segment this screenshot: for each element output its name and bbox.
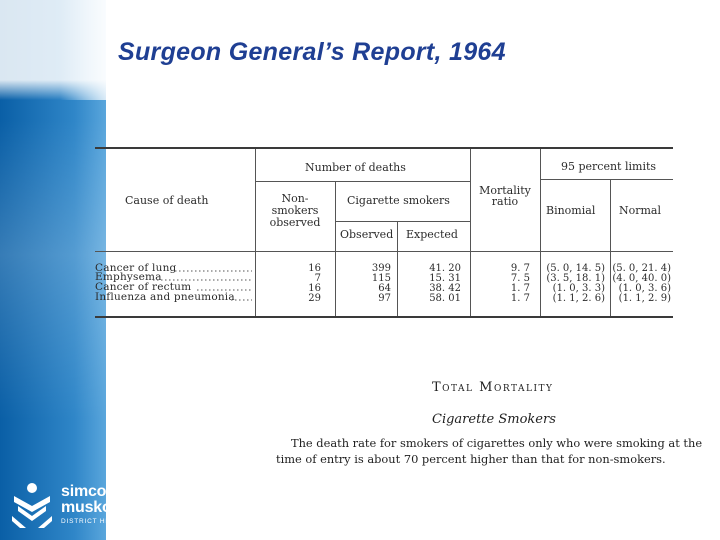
header-observed: Observed xyxy=(340,228,394,241)
band-highlight xyxy=(0,120,106,420)
excerpt-line-2: time of entry is about 70 percent higher… xyxy=(276,452,666,466)
header-expected: Expected xyxy=(406,228,458,241)
header-nonsmokers-2: smokers xyxy=(271,204,319,217)
column-divider xyxy=(610,180,611,316)
cell-expected: 15. 31 xyxy=(429,273,461,284)
table-top-rule xyxy=(95,147,673,149)
cell-binomial: (3. 5, 18. 1) xyxy=(546,273,605,284)
header-divider xyxy=(335,221,470,222)
header-bottom-rule xyxy=(95,251,673,252)
mortality-table: Cause of death Number of deaths Non- smo… xyxy=(95,147,673,319)
title-banner xyxy=(0,0,720,100)
cell-nonsmokers: 7 xyxy=(314,273,321,284)
cell-observed: 97 xyxy=(378,293,391,304)
cell-expected: 58. 01 xyxy=(429,293,461,304)
slide-title: Surgeon General’s Report, 1964 xyxy=(118,38,506,66)
row-cause: Emphysema xyxy=(95,271,162,283)
cell-observed: 115 xyxy=(371,273,391,284)
header-nonsmokers-1: Non- xyxy=(281,192,309,205)
cell-mortality-ratio: 1. 7 xyxy=(510,283,530,294)
cell-binomial: (5. 0, 14. 5) xyxy=(546,263,605,274)
table-bottom-rule xyxy=(95,316,673,318)
title-banner-fade xyxy=(0,0,720,100)
cell-normal: (1. 0, 3. 6) xyxy=(618,283,671,294)
logo-name-line-1: simcoe xyxy=(61,483,115,500)
cell-nonsmokers: 16 xyxy=(308,283,321,294)
simcoe-muskoka-logo: simcoe muskoka DISTRICT HEALTH UNIT xyxy=(10,482,150,530)
excerpt-heading: Total Mortality xyxy=(432,380,554,395)
cell-mortality-ratio: 7. 5 xyxy=(510,273,530,284)
excerpt-line-1: The death rate for smokers of cigarettes… xyxy=(291,436,703,450)
header-number-of-deaths: Number of deaths xyxy=(305,161,406,174)
excerpt-subheading: Cigarette Smokers xyxy=(432,412,556,427)
column-divider xyxy=(540,149,541,316)
cell-mortality-ratio: 9. 7 xyxy=(510,263,530,274)
cell-nonsmokers: 16 xyxy=(308,263,321,274)
header-normal: Normal xyxy=(619,204,662,217)
header-mortality-ratio-2: ratio xyxy=(491,195,519,208)
cell-binomial: (1. 0, 3. 3) xyxy=(552,283,605,294)
header-nonsmokers-3: observed xyxy=(269,216,321,229)
column-divider xyxy=(255,149,256,316)
cell-binomial: (1. 1, 2. 6) xyxy=(552,293,605,304)
cell-nonsmokers: 29 xyxy=(308,293,321,304)
cell-observed: 399 xyxy=(371,263,391,274)
column-divider xyxy=(335,182,336,316)
header-divider xyxy=(540,179,673,180)
cell-normal: (5. 0, 21. 4) xyxy=(612,263,671,274)
cell-expected: 38. 42 xyxy=(429,283,461,294)
cell-observed: 64 xyxy=(378,283,391,294)
cell-normal: (4. 0, 40. 0) xyxy=(612,273,671,284)
row-cause: Cancer of lung xyxy=(95,262,177,274)
cell-mortality-ratio: 1. 7 xyxy=(510,293,530,304)
header-cigarette-smokers: Cigarette smokers xyxy=(347,194,450,207)
cell-normal: (1. 1, 2. 9) xyxy=(618,293,671,304)
row-cause: Influenza and pneumonia xyxy=(95,291,235,303)
logo-name-line-2: muskoka xyxy=(61,499,129,516)
leader-dots xyxy=(153,270,252,301)
header-mortality-ratio-1: Mortality xyxy=(479,184,531,197)
logo-unit: DISTRICT HEALTH UNIT xyxy=(61,518,151,525)
header-binomial: Binomial xyxy=(546,204,596,217)
column-divider xyxy=(470,149,471,316)
row-cause: Cancer of rectum xyxy=(95,281,192,293)
header-divider xyxy=(255,181,470,182)
cell-expected: 41. 20 xyxy=(429,263,461,274)
column-divider xyxy=(397,222,398,316)
header-95-percent-limits: 95 percent limits xyxy=(561,160,657,173)
logo-figure-icon xyxy=(12,483,52,528)
header-cause: Cause of death xyxy=(125,194,209,207)
